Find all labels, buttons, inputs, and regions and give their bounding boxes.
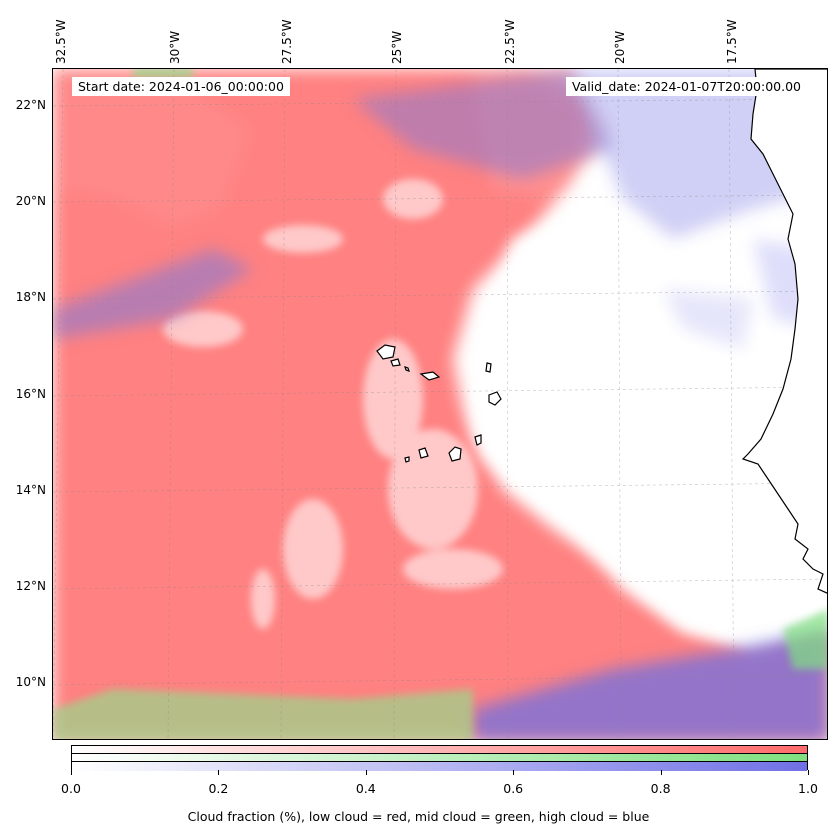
colorbar-label: Cloud fraction (%), low cloud = red, mid… — [187, 809, 650, 824]
high-cloud-field — [53, 69, 827, 739]
longitude-tick-label: 20°W — [613, 30, 627, 64]
longitude-tick-label: 17.5°W — [725, 19, 739, 64]
colorbar-tick-label: 1.0 — [798, 781, 818, 796]
start-date-label: Start date: 2024-01-06_00:00:00 — [72, 77, 290, 96]
longitude-tick-label: 25°W — [390, 30, 404, 64]
valid-date-label: Valid_date: 2024-01-07T20:00:00.00 — [565, 77, 807, 96]
longitude-tick-label: 27.5°W — [280, 19, 294, 64]
latitude-tick-label: 16°N — [15, 387, 46, 401]
latitude-tick-label: 12°N — [15, 579, 46, 593]
colorbar-tick-label: 0.4 — [355, 781, 376, 796]
longitude-tick-label: 30°W — [168, 30, 182, 64]
latitude-tick-label: 18°N — [15, 290, 46, 304]
cape-verde-islands — [376, 344, 502, 463]
gridlines — [53, 69, 827, 739]
colorbar — [71, 745, 808, 771]
latitude-tick-label: 10°N — [15, 675, 46, 689]
colorbar-tick-mark — [513, 770, 515, 775]
colorbar-tick-label: 0.6 — [503, 781, 524, 796]
colorbar-mid-cloud — [72, 754, 807, 762]
longitude-tick-label: 22.5°W — [503, 19, 517, 64]
latitude-tick-label: 20°N — [15, 194, 46, 208]
colorbar-tick-label: 0.2 — [208, 781, 229, 796]
colorbar-tick-mark — [660, 770, 662, 775]
colorbar-tick-mark — [71, 770, 72, 775]
colorbar-low-cloud — [72, 746, 807, 754]
latitude-tick-label: 14°N — [15, 483, 46, 497]
map-svg — [53, 69, 827, 739]
colorbar-tick-label: 0.0 — [61, 781, 81, 796]
coastline — [741, 69, 827, 594]
cloud-fraction-map: Start date: 2024-01-06_00:00:00 Valid_da… — [52, 68, 828, 740]
colorbar-tick-label: 0.8 — [650, 781, 671, 796]
colorbar-tick-mark — [365, 770, 367, 775]
colorbar-tick-mark — [218, 770, 220, 775]
mid-cloud-field — [53, 69, 827, 739]
colorbar-tick-mark — [808, 770, 809, 775]
longitude-tick-label: 32.5°W — [54, 19, 68, 64]
latitude-tick-label: 22°N — [15, 98, 46, 112]
colorbar-high-cloud — [72, 762, 807, 771]
